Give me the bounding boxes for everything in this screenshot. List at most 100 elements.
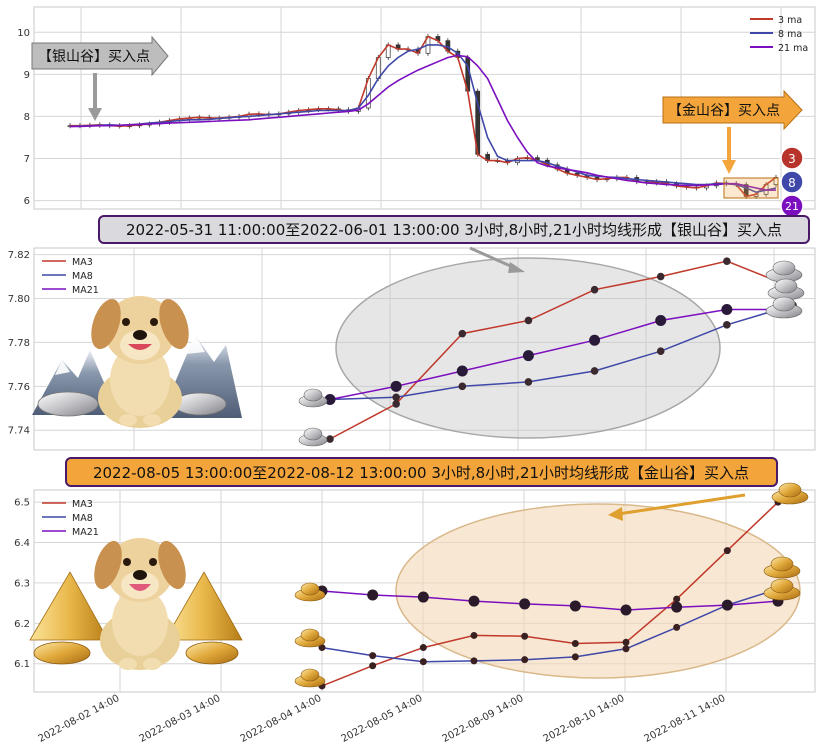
- series-line-8ma: [69, 44, 777, 194]
- gold-point-ma3: [723, 547, 731, 555]
- gold-valley-banner-text: 2022-08-05 13:00:00至2022-08-12 13:00:00 …: [93, 464, 749, 482]
- legend-label-8ma: 8 ma: [778, 29, 802, 40]
- gold-point-ma3: [419, 644, 427, 652]
- ma-badges: 3 8 21: [780, 146, 804, 218]
- silver-point-ma3: [590, 285, 599, 294]
- x-tick-label: 2022-08-11 14:00: [643, 693, 728, 745]
- gold-point-ma21: [671, 601, 683, 613]
- silver-ingot-icons: [298, 260, 805, 447]
- gold-point-ma3: [571, 640, 579, 648]
- gold-pointer-arrow: [608, 493, 746, 521]
- legend-label-3ma: 3 ma: [778, 15, 802, 26]
- badge-8-label: 8: [788, 176, 796, 190]
- gold-highlight-ellipse: [395, 503, 801, 679]
- silver-point-ma3: [392, 400, 400, 408]
- silver-buy-point-arrow: 【银山谷】买入点: [31, 35, 169, 121]
- silver-legend: MA3 MA8 MA21: [42, 257, 99, 296]
- y-tick-label: 6.2: [14, 619, 30, 630]
- silver-point-ma3: [656, 272, 665, 281]
- gold-point-ma3: [622, 638, 630, 646]
- gold-x-tick-labels: 2022-08-02 14:00 2022-08-03 14:00 2022-08-…: [37, 693, 728, 745]
- gold-point-ma8: [571, 653, 579, 661]
- silver-point-ma8: [656, 347, 665, 355]
- gold-legend-label-ma21: MA21: [72, 527, 99, 538]
- gold-point-ma3: [521, 632, 529, 640]
- gold-y-ticks: 6.1 6.2 6.3 6.4 6.5: [14, 498, 30, 671]
- gold-point-ma21: [519, 598, 531, 610]
- gold-legend-label-ma8: MA8: [72, 513, 93, 524]
- y-tick-label: 6.5: [14, 498, 30, 509]
- silver-point-ma21: [721, 303, 733, 315]
- y-tick-label: 9: [24, 70, 30, 81]
- y-tick-label: 7: [24, 154, 30, 165]
- overview-ma-lines: [69, 35, 777, 198]
- silver-mountain-dog-illustration: [32, 296, 242, 428]
- gold-buy-point-label: 【金山谷】买入点: [668, 103, 780, 119]
- gold-point-ma21: [417, 591, 429, 603]
- silver-point-ma8: [590, 367, 599, 375]
- badge-8: [780, 170, 804, 194]
- silver-point-ma8: [458, 382, 467, 391]
- silver-line-ma8: [329, 304, 794, 401]
- y-tick-label: 7.82: [8, 250, 30, 261]
- legend-label-21ma: 21 ma: [778, 43, 808, 54]
- badge-3: [780, 146, 804, 170]
- gold-line-ma21: [321, 590, 779, 611]
- y-tick-label: 7.74: [8, 426, 30, 437]
- gold-point-ma21: [367, 589, 379, 601]
- gold-point-ma8: [369, 652, 377, 660]
- silver-line-ma3: [329, 260, 794, 440]
- y-tick-label: 7.80: [8, 294, 30, 305]
- silver-point-ma3: [326, 435, 334, 443]
- silver-line-ma21: [329, 308, 793, 401]
- gold-valley-banner: 2022-08-05 13:00:00至2022-08-12 13:00:00 …: [65, 457, 778, 487]
- badge-3-label: 3: [788, 152, 796, 166]
- silver-point-ma21: [522, 350, 534, 362]
- gold-point-ma3: [673, 595, 681, 603]
- gold-point-ma8: [622, 645, 630, 653]
- overview-legend: 3 ma 8 ma 21 ma: [750, 15, 808, 54]
- gold-point-ma21: [620, 604, 632, 616]
- silver-point-ma8: [723, 321, 731, 329]
- silver-valley-panel: 7.74 7.76 7.78 7.80 7.82 MA3 MA8 MA21: [8, 246, 816, 451]
- silver-point-ma21: [324, 394, 336, 405]
- silver-legend-label-ma8: MA8: [72, 271, 93, 282]
- gold-point-ma8: [419, 658, 427, 666]
- gold-legend: MA3 MA8 MA21: [42, 499, 99, 538]
- gold-line-ma8: [321, 588, 779, 663]
- gold-pyramid-dog-illustration: [29, 538, 243, 670]
- x-tick-label: 2022-08-09 14:00: [441, 693, 526, 745]
- silver-highlight-ellipse: [335, 257, 721, 439]
- badge-21-label: 21: [785, 200, 799, 213]
- silver-point-ma3: [723, 257, 731, 265]
- x-tick-label: 2022-08-04 14:00: [239, 693, 324, 745]
- silver-point-ma3: [458, 329, 467, 338]
- silver-legend-label-ma21: MA21: [72, 285, 99, 296]
- gold-point-ma3: [369, 662, 377, 670]
- gold-ma-lines: [316, 498, 784, 690]
- series-line-21ma: [70, 54, 776, 191]
- gold-ingot-icons: [294, 482, 809, 688]
- gold-valley-highlight-box: [723, 177, 779, 199]
- silver-point-ma3: [524, 316, 533, 325]
- gold-point-ma8: [521, 656, 529, 664]
- silver-valley-banner-text: 2022-05-31 11:00:00至2022-06-01 13:00:00 …: [126, 221, 782, 239]
- gold-buy-point-arrow: 【金山谷】买入点: [662, 89, 803, 174]
- y-tick-label: 7.78: [8, 338, 30, 349]
- silver-y-ticks: 7.74 7.76 7.78 7.80 7.82: [8, 250, 30, 437]
- gold-point-ma3: [470, 631, 478, 639]
- gold-line-ma3: [321, 501, 779, 687]
- silver-point-ma8: [524, 378, 533, 386]
- silver-valley-banner: 2022-05-31 11:00:00至2022-06-01 13:00:00 …: [98, 215, 810, 244]
- x-tick-label: 2022-08-03 14:00: [138, 693, 223, 745]
- y-tick-label: 8: [24, 112, 30, 123]
- x-tick-label: 2022-08-10 14:00: [542, 693, 627, 745]
- gold-point-ma21: [468, 595, 480, 607]
- silver-point-ma21: [390, 380, 402, 392]
- gold-point-ma21: [569, 600, 581, 612]
- silver-ma-lines: [324, 257, 799, 443]
- gold-legend-label-ma3: MA3: [72, 499, 93, 510]
- gold-point-ma8: [318, 644, 326, 652]
- gold-point-ma8: [470, 657, 478, 665]
- silver-legend-label-ma3: MA3: [72, 257, 93, 268]
